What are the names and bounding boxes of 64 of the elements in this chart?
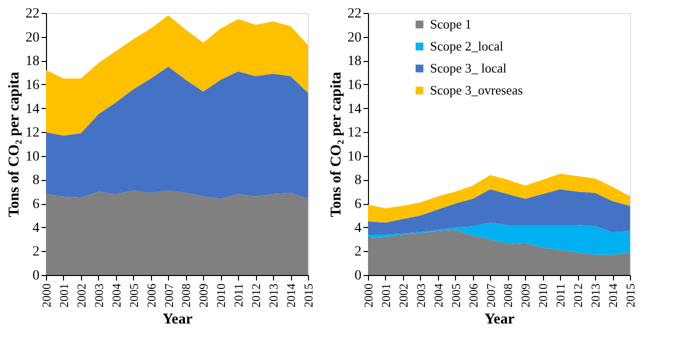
x-tick-label: 2000 — [362, 284, 376, 308]
x-tick-label: 2011 — [232, 284, 246, 308]
y-tick-label: 12 — [26, 126, 40, 141]
y-tick-label: 6 — [354, 197, 362, 212]
x-tick-label: 2010 — [214, 284, 228, 308]
legend-label: Scope 2_local — [430, 38, 504, 54]
x-tick-label: 2000 — [40, 284, 54, 308]
legend-label: Scope 1 — [430, 16, 472, 32]
y-tick-label: 10 — [26, 149, 40, 164]
x-tick-label: 2014 — [284, 284, 298, 308]
x-tick-label: 2006 — [144, 284, 158, 308]
y-tick-label: 6 — [32, 197, 40, 212]
y-tick-label: 0 — [32, 268, 40, 284]
x-tick-label: 2003 — [414, 284, 428, 308]
x-tick-label: 2012 — [249, 284, 264, 308]
y-tick-label: 22 — [26, 6, 40, 22]
x-tick-label: 2001 — [56, 284, 71, 308]
y-tick-label: 0 — [354, 268, 362, 284]
x-tick-label: 2008 — [179, 284, 194, 308]
y-axis-title: Tons of CO₂ per capita — [328, 71, 344, 218]
x-axis-title: Year — [162, 312, 193, 328]
y-tick-label: 20 — [26, 30, 40, 46]
y-tick-label: 20 — [348, 30, 362, 46]
y-tick-label: 22 — [348, 6, 362, 22]
x-axis-title: Year — [484, 312, 515, 328]
x-tick-label: 2014 — [606, 284, 620, 308]
x-tick-label: 2004 — [109, 284, 124, 308]
x-tick-label: 2010 — [536, 284, 550, 308]
x-tick-label: 2009 — [518, 284, 533, 308]
x-tick-label: 2015 — [624, 284, 638, 308]
x-tick-label: 2015 — [302, 284, 316, 308]
x-tick-label: 2002 — [74, 284, 88, 308]
y-tick-label: 4 — [354, 220, 362, 236]
y-axis-title: Tons of CO₂ per capita — [6, 71, 22, 218]
x-tick-label: 2003 — [92, 284, 106, 308]
x-tick-label: 2006 — [466, 284, 480, 308]
y-tick-label: 8 — [354, 173, 362, 188]
y-tick-label: 14 — [348, 102, 362, 117]
y-tick-label: 18 — [348, 54, 362, 70]
y-tick-label: 2 — [354, 244, 362, 260]
x-tick-label: 2007 — [162, 284, 176, 308]
x-tick-label: 2013 — [266, 284, 281, 308]
x-tick-label: 2002 — [396, 284, 410, 308]
legend-label: Scope 3_ local — [430, 60, 507, 76]
y-tick-label: 4 — [32, 220, 40, 236]
x-tick-label: 2001 — [378, 284, 393, 308]
y-tick-label: 16 — [26, 78, 40, 93]
legend-label: Scope 3_ovreseas — [430, 82, 523, 98]
y-tick-label: 10 — [348, 149, 362, 164]
x-tick-label: 2004 — [431, 284, 446, 308]
x-tick-label: 2012 — [571, 284, 586, 308]
x-tick-label: 2008 — [501, 284, 516, 308]
x-tick-label: 2007 — [484, 284, 498, 308]
x-tick-label: 2013 — [588, 284, 603, 308]
x-tick-label: 2005 — [126, 284, 141, 308]
x-tick-label: 2009 — [196, 284, 211, 308]
x-tick-label: 2011 — [554, 284, 568, 308]
x-tick-label: 2005 — [448, 284, 463, 308]
y-tick-label: 8 — [32, 173, 40, 188]
y-tick-label: 16 — [348, 78, 362, 93]
y-tick-label: 18 — [26, 54, 40, 70]
y-tick-label: 2 — [32, 244, 40, 260]
y-tick-label: 12 — [348, 126, 362, 141]
y-tick-label: 14 — [26, 102, 40, 117]
